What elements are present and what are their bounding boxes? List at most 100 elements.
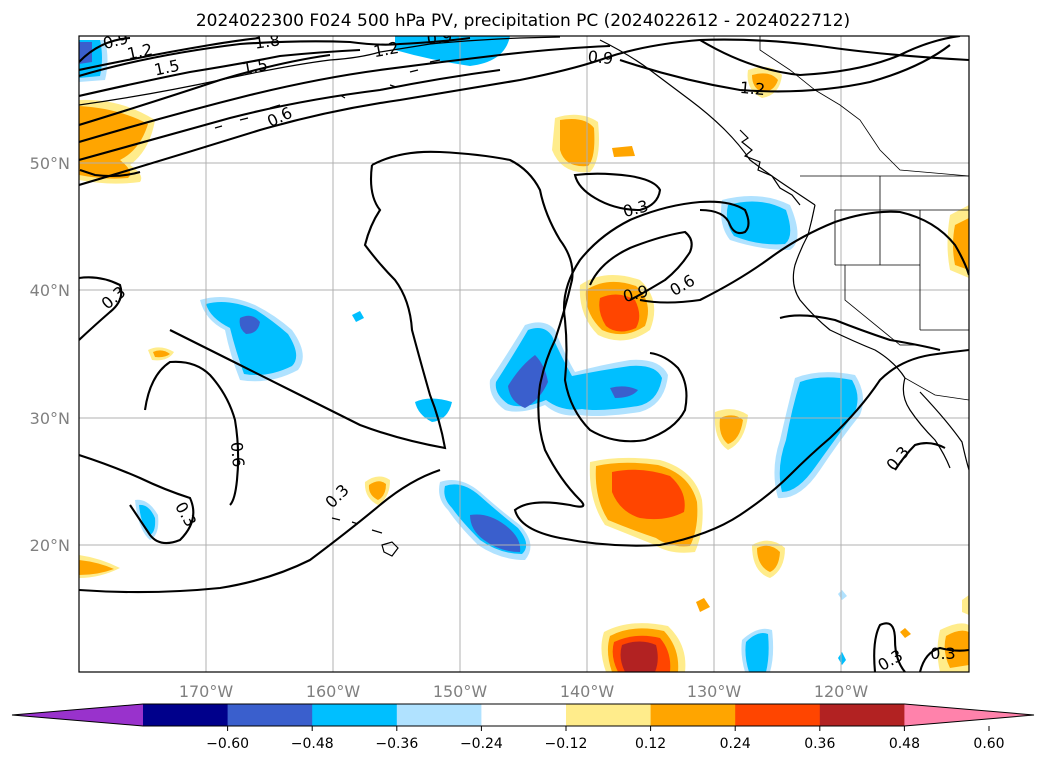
precip-patch bbox=[838, 652, 846, 665]
lat-label: 40°N bbox=[30, 281, 70, 300]
border-alaska-canada bbox=[759, 36, 969, 177]
pv-contour bbox=[599, 38, 969, 62]
precip-patch bbox=[610, 386, 638, 398]
precip-patch bbox=[139, 504, 156, 535]
colorbar-tick-label: −0.12 bbox=[545, 736, 588, 752]
coastline-baja bbox=[902, 377, 951, 469]
contour-label: 1.2 bbox=[372, 38, 400, 61]
contour-label: 0.9 bbox=[426, 27, 453, 49]
colorbar-tick-label: −0.48 bbox=[291, 736, 334, 752]
lon-label: 150°W bbox=[433, 682, 488, 701]
precip-patch bbox=[415, 398, 452, 422]
colorbar: −0.60 −0.48 −0.36 −0.24 −0.12 0.12 0.24 0.36 0.4… bbox=[11, 703, 1035, 752]
coastline-alaska bbox=[79, 36, 561, 106]
colorbar-segment bbox=[735, 704, 821, 726]
colorbar-tick-label: −0.60 bbox=[206, 736, 249, 752]
map-panel: 0.9 1.2 1.5 1.8 1.5 1.2 0.9 0.9 1.2 0.6 … bbox=[30, 27, 970, 701]
colorbar-tick-label: 0.60 bbox=[973, 736, 1004, 752]
contour-label: 1.5 bbox=[241, 55, 269, 78]
pv-contour bbox=[79, 53, 331, 127]
pv-contour bbox=[589, 230, 693, 301]
pv-contour bbox=[169, 164, 447, 450]
pv-contour bbox=[699, 36, 961, 77]
borders bbox=[759, 36, 969, 401]
lon-label: 140°W bbox=[560, 682, 615, 701]
precip-patch bbox=[239, 315, 260, 334]
colorbar-segment bbox=[481, 704, 567, 726]
precip-patch bbox=[352, 311, 364, 322]
precip-patch bbox=[599, 294, 640, 332]
lon-label: 130°W bbox=[687, 682, 742, 701]
precip-patch bbox=[953, 218, 969, 270]
pv-contour bbox=[562, 200, 750, 321]
coastline-mexico bbox=[919, 391, 969, 471]
precip-patch bbox=[560, 119, 595, 167]
pv-contour bbox=[573, 172, 662, 212]
pv-contour bbox=[79, 44, 611, 144]
colorbar-tick-label: 0.48 bbox=[889, 736, 920, 752]
lat-label: 20°N bbox=[30, 536, 70, 555]
pv-contour bbox=[894, 442, 946, 471]
coastline-hawaii bbox=[331, 517, 399, 557]
pv-contour bbox=[371, 150, 969, 547]
contour-label: 1.2 bbox=[739, 78, 766, 99]
lon-label: 160°W bbox=[306, 682, 361, 701]
border-states bbox=[834, 176, 969, 346]
precip-patch bbox=[900, 628, 911, 638]
colorbar-segment bbox=[566, 704, 652, 726]
coastline-misc bbox=[214, 59, 441, 129]
lat-label: 50°N bbox=[30, 154, 70, 173]
pv-contour bbox=[79, 48, 361, 98]
pv-contour bbox=[873, 622, 906, 672]
contour-label: 0.9 bbox=[587, 47, 614, 68]
lat-labels: 50°N 40°N 30°N 20°N bbox=[30, 154, 70, 555]
colorbar-segment bbox=[650, 704, 736, 726]
lon-label: 120°W bbox=[814, 682, 869, 701]
pv-contour bbox=[79, 276, 123, 341]
pv-contour bbox=[143, 360, 240, 506]
pv-contour bbox=[639, 210, 969, 304]
precip-patch bbox=[962, 595, 969, 615]
precip-patch bbox=[719, 415, 743, 444]
precip-patch bbox=[79, 560, 114, 575]
colorbar-tick-label: 0.24 bbox=[720, 736, 751, 752]
pv-contours bbox=[79, 36, 969, 672]
colorbar-segment bbox=[819, 704, 905, 726]
colorbar-segment bbox=[396, 704, 482, 726]
coastline-british-columbia bbox=[739, 129, 801, 206]
precip-patch bbox=[79, 106, 148, 179]
lon-label: 170°W bbox=[179, 682, 234, 701]
border-us-mexico bbox=[904, 377, 969, 401]
precip-patch bbox=[470, 514, 521, 552]
contour-label: 0.3 bbox=[930, 644, 955, 663]
pv-contour bbox=[79, 36, 131, 63]
lat-label: 30°N bbox=[30, 409, 70, 428]
contour-label: 1.2 bbox=[125, 40, 154, 64]
pv-contour bbox=[79, 169, 141, 178]
colorbar-extend-low bbox=[12, 704, 143, 726]
pv-contour bbox=[563, 319, 688, 443]
colorbar-tick-label: −0.36 bbox=[375, 736, 418, 752]
pv-contour bbox=[918, 646, 969, 672]
colorbar-extend-high bbox=[904, 704, 1034, 726]
precip-patch bbox=[757, 545, 780, 572]
colorbar-tick-label: 0.12 bbox=[635, 736, 666, 752]
precip-patch bbox=[752, 73, 778, 92]
precip-patch bbox=[745, 633, 769, 672]
map-frame bbox=[78, 35, 970, 673]
figure-title: 2024022300 F024 500 hPa PV, precipitatio… bbox=[196, 11, 850, 31]
precip-patch bbox=[612, 469, 685, 520]
contour-label: 1.8 bbox=[253, 30, 281, 52]
precip-patch bbox=[620, 641, 658, 672]
colorbar-tick-label: 0.36 bbox=[804, 736, 835, 752]
pv-contour bbox=[619, 44, 951, 93]
pv-contour bbox=[79, 59, 601, 187]
precip-patch bbox=[368, 481, 386, 500]
pv-contour bbox=[79, 469, 441, 594]
precip-patch bbox=[696, 598, 710, 612]
pv-contour bbox=[79, 68, 501, 162]
lon-labels: 170°W 160°W 150°W 140°W 130°W 120°W bbox=[179, 682, 869, 701]
precip-patch bbox=[779, 377, 858, 492]
pv-contour bbox=[779, 314, 941, 352]
colorbar-segment bbox=[312, 704, 398, 726]
